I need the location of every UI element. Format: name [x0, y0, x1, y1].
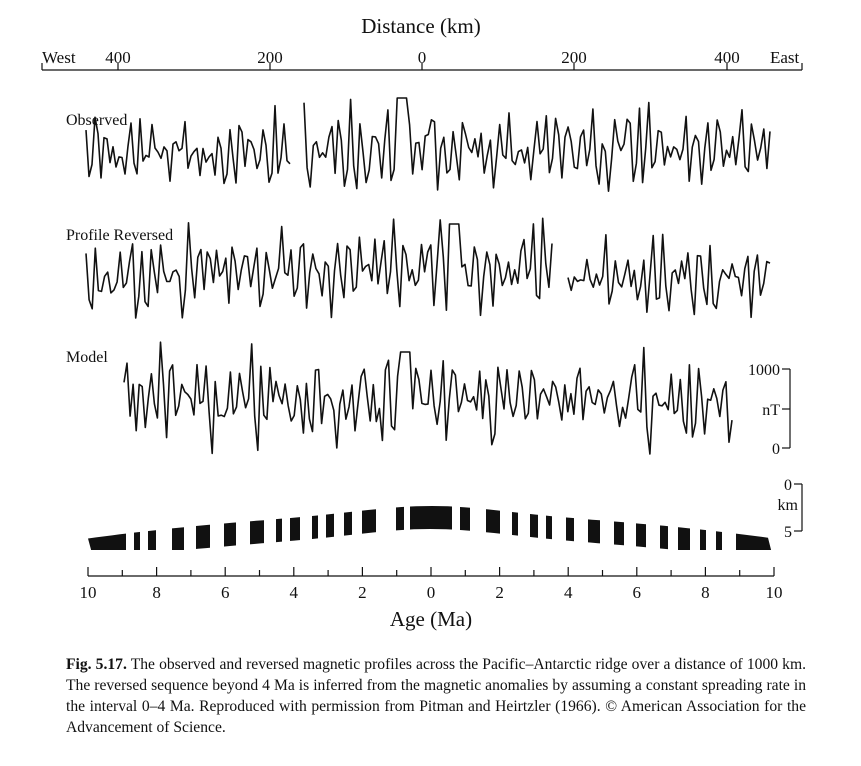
- normal-polarity-stripe: [410, 506, 452, 550]
- normal-polarity-stripe: [290, 506, 300, 550]
- model-label: Model: [66, 349, 108, 366]
- normal-polarity-stripe: [196, 506, 210, 550]
- normal-polarity-stripe: [566, 506, 574, 550]
- magnetic-stripe-block: [88, 506, 774, 550]
- west-label: West: [42, 48, 76, 67]
- normal-polarity-stripe: [326, 506, 334, 550]
- normal-polarity-stripe: [486, 506, 500, 550]
- distance-tick-label: 400: [714, 48, 740, 67]
- normal-polarity-stripe: [700, 506, 706, 550]
- age-tick-label: 4: [290, 583, 299, 602]
- depth-scale-bottom: 5: [784, 524, 792, 541]
- age-ticks: [87, 567, 775, 576]
- nT-scale-bottom: 0: [772, 441, 780, 458]
- depth-scale-top: 0: [784, 477, 792, 494]
- normal-polarity-stripe: [134, 506, 140, 550]
- distance-tick-label: 200: [257, 48, 283, 67]
- normal-polarity-stripe: [588, 506, 600, 550]
- reversed-profile-west-segment: [85, 217, 553, 319]
- nT-scale-top: 1000: [748, 362, 780, 379]
- normal-polarity-stripe: [88, 506, 126, 550]
- normal-polarity-stripe: [660, 506, 668, 550]
- normal-polarity-stripe: [148, 506, 156, 550]
- normal-polarity-stripe: [678, 506, 690, 550]
- caption-label: Fig. 5.17.: [66, 656, 127, 673]
- normal-polarity-stripe: [396, 506, 404, 550]
- age-tick-labels: 10 8 6 4 2 0 2 4 6 8 10: [80, 583, 783, 602]
- nT-scale: 1000 nT 0: [748, 362, 791, 458]
- observed-label: Observed: [66, 112, 127, 129]
- age-axis: 10 8 6 4 2 0 2 4 6 8 10 Age (Ma): [80, 567, 783, 631]
- distance-tick-label: 400: [105, 48, 131, 67]
- age-tick-label: 8: [701, 583, 710, 602]
- age-tick-label: 10: [80, 583, 97, 602]
- normal-polarity-stripe: [250, 506, 264, 550]
- figure: Distance (km) West East 400 200 0 200 40…: [41, 14, 803, 631]
- distance-tick-label: 0: [418, 48, 427, 67]
- normal-polarity-stripe: [344, 506, 352, 550]
- normal-polarity-stripe: [716, 506, 722, 550]
- distance-axis: Distance (km) West East 400 200 0 200 40…: [41, 14, 803, 71]
- caption-text: The observed and reversed magnetic profi…: [66, 656, 806, 736]
- model-profile: [123, 341, 733, 455]
- observed-profile-west-segment: [85, 104, 291, 185]
- age-tick-label: 4: [564, 583, 573, 602]
- observed-profile-east-segment: [303, 97, 771, 192]
- age-tick-label: 10: [766, 583, 783, 602]
- normal-polarity-stripe: [312, 506, 318, 550]
- age-tick-label: 2: [358, 583, 367, 602]
- distance-ticks: [41, 63, 803, 70]
- normal-polarity-stripe: [172, 506, 184, 550]
- normal-polarity-stripe: [636, 506, 646, 550]
- east-label: East: [770, 48, 800, 67]
- age-tick-label: 6: [633, 583, 642, 602]
- normal-polarity-stripe: [614, 506, 624, 550]
- distance-axis-title: Distance (km): [361, 14, 481, 38]
- figure-caption: Fig. 5.17. The observed and reversed mag…: [66, 654, 806, 738]
- normal-polarity-stripe: [276, 506, 282, 550]
- nT-scale-unit: nT: [762, 402, 780, 419]
- distance-tick-label: 200: [561, 48, 587, 67]
- normal-polarity-stripe: [530, 506, 538, 550]
- normal-polarity-stripe: [224, 506, 236, 550]
- normal-polarity-stripe: [512, 506, 518, 550]
- age-axis-title: Age (Ma): [390, 607, 472, 631]
- reversed-label: Profile Reversed: [66, 227, 173, 244]
- normal-polarity-stripe: [546, 506, 552, 550]
- age-tick-label: 8: [152, 583, 161, 602]
- normal-polarity-stripe: [736, 506, 774, 550]
- age-tick-label: 0: [427, 583, 436, 602]
- depth-scale-unit: km: [778, 497, 799, 514]
- age-tick-label: 2: [495, 583, 504, 602]
- depth-scale: 0 km 5: [778, 477, 803, 541]
- normal-polarity-stripe: [460, 506, 470, 550]
- normal-polarity-stripe: [362, 506, 376, 550]
- reversed-profile-east-segment: [567, 233, 771, 319]
- age-tick-label: 6: [221, 583, 230, 602]
